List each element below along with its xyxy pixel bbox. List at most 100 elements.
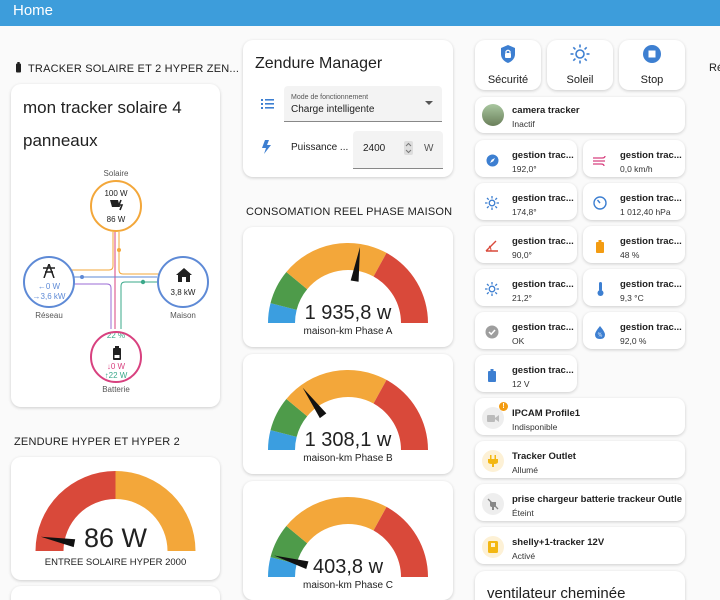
home-node[interactable]: 3,8 kW [157, 256, 209, 308]
grid-node-label: Réseau [35, 311, 63, 320]
battery-charge: ↓0 W [106, 362, 126, 371]
sensor-tile[interactable]: gestion trac... 1 012,40 hPa [583, 183, 685, 220]
compass-icon [481, 149, 503, 171]
sensor-tile[interactable]: gestion trac... 192,0° [475, 140, 577, 177]
sensor-tile[interactable]: gestion trac... 0,0 km/h [583, 140, 685, 177]
security-button[interactable]: Sécurité [475, 40, 541, 90]
grid-node[interactable]: ←0 W →3,6 kW [23, 256, 75, 308]
gauge-arc-green [270, 526, 308, 564]
power-input-unit: W [424, 143, 434, 154]
energy-section-title-text: TRACKER SOLAIRE ET 2 HYPER ZEN... [28, 63, 240, 75]
sensor-tile[interactable]: gestion trac... 12 V [475, 355, 577, 392]
zendure-manager-title: Zendure Manager [255, 55, 383, 72]
sensor-state: 21,2° [512, 293, 532, 303]
fan-card[interactable]: ventilateur cheminée [475, 571, 685, 600]
gauge-arc-red [35, 471, 116, 551]
ipcam-entity[interactable]: ! IPCAM Profile1 Indisponible [475, 398, 685, 435]
sensor-state: 48 % [620, 250, 640, 260]
consumption-section-title: CONSOMATION REEL PHASE MAISON [246, 206, 453, 218]
home-node-label: Maison [170, 311, 196, 320]
sensor-tile[interactable]: gestion trac... 174,8° [475, 183, 577, 220]
sensor-tile[interactable]: gestion trac... OK [475, 312, 577, 349]
warning-badge-icon: ! [499, 402, 508, 411]
mode-select-label: Mode de fonctionnement [291, 94, 369, 101]
switch-icon[interactable] [482, 536, 504, 558]
video-camera-icon [482, 407, 504, 429]
battery-full-icon [481, 364, 503, 386]
hyper-gauge-value: 86 W [83, 523, 148, 553]
camera-thumbnail [482, 104, 504, 126]
phase-c-gauge-card[interactable]: 403,8 w maison-km Phase C [243, 481, 453, 600]
gauge-needle [274, 555, 309, 570]
hyper-gauge-card[interactable]: 86 W ENTREE SOLAIRE HYPER 2000 [11, 457, 220, 580]
battery-node[interactable]: ↓0 W ↑22 W [90, 331, 142, 383]
battery-small-icon [16, 62, 21, 73]
tracker-outlet-name: Tracker Outlet [512, 451, 576, 462]
stop-button[interactable]: Stop [619, 40, 685, 90]
sensor-tile[interactable]: gestion trac... 90,0° [475, 226, 577, 263]
phase-a-gauge-card[interactable]: 1 935,8 w maison-km Phase A [243, 227, 453, 347]
sensor-tile[interactable]: gestion trac... 21,2° [475, 269, 577, 306]
wind-icon [589, 149, 611, 171]
energy-section-title: TRACKER SOLAIRE ET 2 HYPER ZEN... [14, 62, 239, 75]
sensor-state: 92,0 % [620, 336, 647, 346]
camera-state: Inactif [512, 119, 535, 129]
format-list-icon [261, 99, 274, 109]
next-column-title-partial: Ré [709, 62, 720, 74]
sensor-state: 9,3 °C [620, 293, 644, 303]
phase-b-value: 1 308,1 w [304, 429, 392, 451]
phase-b-gauge-card[interactable]: 1 308,1 w maison-km Phase B [243, 354, 453, 474]
power-plug-icon[interactable] [482, 450, 504, 472]
hyper-gauge [35, 471, 196, 551]
gauge-arc-green [270, 399, 308, 437]
grid-import: ←0 W [37, 282, 61, 291]
svg-text:%: % [598, 332, 603, 338]
sensor-name: gestion trac... [620, 193, 682, 204]
home-icon [176, 268, 192, 282]
next-card-partial[interactable] [11, 586, 220, 600]
phase-c-value: 403,8 w [312, 556, 384, 578]
power-input[interactable]: 2400 W [353, 131, 443, 169]
sensor-tile[interactable]: gestion trac... 9,3 °C [583, 269, 685, 306]
sensor-state: 174,8° [512, 207, 537, 217]
power-label: Puissance ... [291, 142, 349, 153]
sun-small-icon [481, 278, 503, 300]
stop-icon [643, 45, 661, 63]
power-plug-off-icon[interactable] [482, 493, 504, 515]
shelly-switch-state: Activé [512, 551, 536, 561]
sensor-tile[interactable]: gestion trac... 48 % [583, 226, 685, 263]
stepper-arrows-icon[interactable] [404, 141, 413, 155]
gauge-arc-green [270, 272, 308, 310]
sensor-tile[interactable]: % gestion trac... 92,0 % [583, 312, 685, 349]
phase-b-name: maison-km Phase B [303, 453, 393, 464]
solar-node[interactable]: 100 W 86 W [90, 180, 142, 232]
sensor-name: gestion trac... [512, 193, 574, 204]
camera-tracker-entity[interactable]: camera tracker Inactif [475, 97, 685, 133]
zendure-manager-card[interactable]: Zendure Manager Mode de fonctionnement C… [243, 40, 453, 177]
sensor-name: gestion trac... [620, 236, 682, 247]
mode-select[interactable]: Mode de fonctionnement Charge intelligen… [284, 86, 442, 122]
charger-outlet-name: prise chargeur batterie trackeur Outlet [512, 494, 682, 505]
battery-icon [589, 235, 611, 257]
ipcam-name: IPCAM Profile1 [512, 408, 581, 419]
charger-outlet-entity[interactable]: prise chargeur batterie trackeur Outlet … [475, 484, 685, 521]
sun-button[interactable]: Soleil [547, 40, 613, 90]
sensor-state: OK [512, 336, 525, 346]
gauge-arc-blue [268, 557, 297, 577]
grid-export: →3,6 kW [32, 292, 66, 301]
shelly-switch-entity[interactable]: shelly+1-tracker 12V Activé [475, 527, 685, 564]
energy-distribution-card[interactable]: mon tracker solaire 4 panneaux Solaire 1… [11, 84, 220, 407]
sensor-name: gestion trac... [512, 236, 574, 247]
sensor-name: gestion trac... [620, 279, 682, 290]
gauge-needle [302, 387, 327, 419]
tracker-outlet-entity[interactable]: Tracker Outlet Allumé [475, 441, 685, 478]
energy-flow-lines [63, 232, 161, 329]
security-button-label: Sécurité [487, 74, 529, 86]
angle-icon [481, 235, 503, 257]
ipcam-state: Indisponible [512, 422, 558, 432]
sensor-name: gestion trac... [512, 150, 574, 161]
solar-power-icon [110, 199, 124, 211]
page-title: Home [13, 2, 54, 19]
solar-production: 100 W [104, 189, 128, 198]
phase-a-value: 1 935,8 w [304, 302, 392, 324]
